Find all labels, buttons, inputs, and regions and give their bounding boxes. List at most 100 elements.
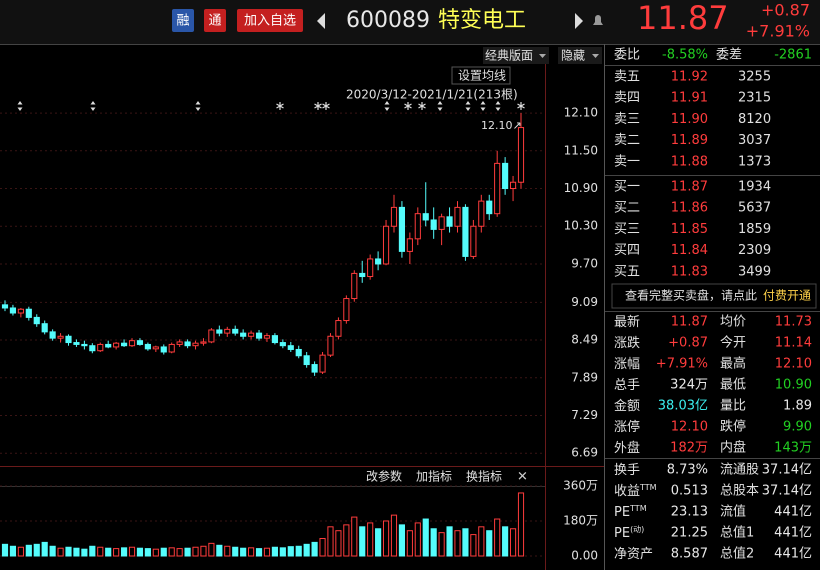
candle-body (57, 335, 64, 339)
volume-bar (65, 546, 72, 557)
volume-tool[interactable]: 改参数 (366, 469, 402, 484)
layout-button[interactable] (483, 47, 549, 64)
candle-body (311, 364, 318, 373)
volume-bar (224, 545, 231, 557)
candle-body (152, 346, 159, 350)
volume-bar (446, 526, 453, 557)
volume-bar (422, 518, 429, 557)
volume-bar (359, 526, 366, 557)
level-volume: 1859 (738, 222, 771, 237)
stat-label-text: 收益 (614, 484, 640, 499)
stat-value: 12.10 (775, 357, 812, 372)
level-volume: 3037 (738, 133, 771, 148)
hide-caret (592, 54, 599, 58)
candle-body (303, 355, 310, 366)
bell-icon[interactable] (593, 15, 603, 25)
close-indicator[interactable]: ✕ (517, 470, 528, 485)
volume-bar (303, 543, 310, 557)
stat-label: PETTM (614, 504, 647, 520)
tong-badge[interactable] (204, 9, 226, 32)
volume-bar (454, 530, 461, 557)
candle-body (232, 328, 239, 334)
level-label: 买五 (614, 264, 640, 279)
stat-value: 8.587 (671, 547, 708, 562)
volume-bar (200, 545, 207, 557)
layout-caret (539, 54, 546, 58)
volume-bar (335, 530, 342, 557)
add-watch-button[interactable] (237, 9, 303, 32)
prev-arrow[interactable] (317, 13, 325, 29)
level-label: 卖二 (614, 133, 640, 148)
stat-label-sup: (动) (630, 524, 644, 534)
candle-body (335, 320, 342, 337)
volume-bar (398, 524, 406, 557)
stat-value: +0.87 (668, 336, 708, 351)
volume-tick-label: 180万 (563, 513, 598, 527)
stat-label-text: 最新 (614, 314, 640, 330)
candle-body (454, 206, 461, 227)
ma-button[interactable] (451, 66, 511, 85)
volume-bar (287, 546, 294, 557)
y-tick-label: 8.49 (571, 333, 598, 347)
stat-label: 总值2 (720, 546, 754, 562)
volume-tool[interactable]: 换指标 (466, 469, 502, 484)
candle-body (81, 343, 88, 347)
stat-value: 143万 (774, 441, 812, 456)
volume-tool[interactable]: 加指标 (416, 469, 452, 484)
level-volume: 5637 (738, 201, 771, 216)
volume-bar (113, 548, 120, 557)
candle-body (438, 216, 445, 230)
stat-value: 23.13 (671, 505, 708, 520)
volume-bar (168, 547, 175, 557)
level-price: 11.90 (671, 112, 708, 127)
y-tick-label: 9.09 (571, 295, 598, 309)
stat-label: 总值1 (720, 525, 754, 541)
candle-body (168, 343, 175, 353)
stat-label: 跌停 (720, 419, 746, 435)
stat-label: 最高 (720, 356, 746, 372)
candle-body (216, 329, 223, 334)
stat-label: 内盘 (720, 440, 746, 456)
notice-link[interactable]: 付费开通 (763, 289, 811, 303)
rong-badge[interactable] (172, 9, 194, 32)
stat-label-sup: TTM (629, 504, 647, 513)
stat-label: 金额 (614, 398, 640, 414)
candle-body (359, 272, 366, 278)
y-tick-label: 11.50 (564, 143, 598, 157)
candle-body (65, 335, 72, 344)
hide-button[interactable] (558, 47, 602, 64)
stat-value: 37.14亿 (762, 484, 812, 499)
stat-value: 38.03亿 (658, 399, 708, 414)
volume-bar (192, 546, 199, 557)
stat-value: 11.14 (775, 336, 812, 351)
level-price: 11.85 (671, 222, 708, 237)
volume-bar (414, 522, 421, 557)
stat-label: 流值 (720, 504, 746, 520)
candle-body (517, 127, 525, 183)
volume-bar (494, 518, 501, 557)
stat-label-text: 涨幅 (614, 357, 640, 372)
stat-label: 涨停 (614, 419, 640, 435)
ratio: -8.58% (662, 48, 708, 63)
level-label: 卖一 (614, 154, 640, 169)
level-volume: 8120 (738, 112, 771, 127)
volume-bar (279, 547, 286, 557)
level-label: 买四 (614, 243, 640, 258)
candle-body (502, 162, 509, 190)
stat-value: 12.10 (671, 420, 708, 435)
candle-body (41, 323, 48, 333)
stat-label-text: 总手 (614, 378, 640, 393)
stat-label-text: PE (614, 526, 630, 541)
notice-box[interactable] (611, 283, 817, 309)
candle-body (200, 341, 207, 344)
stat-value: 324万 (670, 378, 708, 393)
candle-body (128, 340, 136, 347)
volume-bar (478, 526, 485, 557)
volume-bar (255, 548, 263, 557)
next-arrow[interactable] (575, 13, 583, 29)
stat-value: 0.513 (671, 484, 708, 499)
volume-bar (248, 547, 255, 557)
level-label: 买一 (614, 180, 640, 195)
level-label: 卖三 (614, 112, 640, 127)
